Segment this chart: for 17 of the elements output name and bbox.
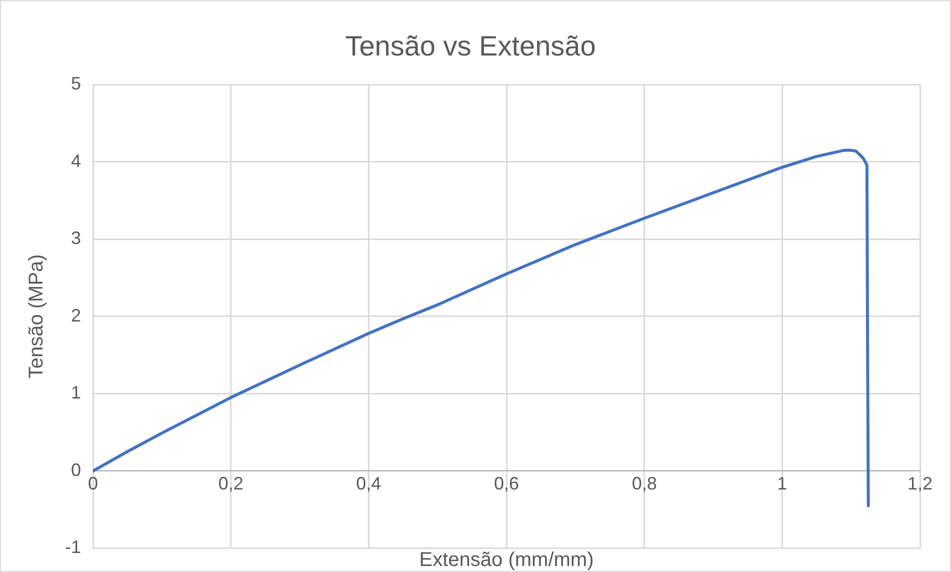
y-tick-label: 1 (70, 382, 82, 403)
x-tick-label: 1,2 (907, 474, 933, 494)
x-axis-title: Extensão (mm/mm) (419, 549, 594, 572)
y-tick-label: 3 (70, 228, 82, 248)
x-tick-label: 0,6 (494, 474, 520, 494)
y-axis-title: Tensão (MPa) (26, 254, 48, 379)
x-tick-label: 0 (88, 474, 98, 494)
y-tick-label: 0 (70, 460, 82, 480)
x-tick-label: 0,4 (356, 474, 382, 494)
x-tick-label: 1 (777, 474, 788, 494)
y-tick-label: -1 (64, 537, 82, 558)
x-tick-label: 0,2 (218, 474, 244, 494)
y-tick-label: 2 (70, 305, 82, 326)
chart-title: Tensão vs Extensão (345, 30, 596, 62)
y-tick-label: 5 (70, 74, 82, 94)
x-tick-label: 0,8 (632, 474, 657, 494)
y-tick-label: 4 (70, 150, 82, 171)
